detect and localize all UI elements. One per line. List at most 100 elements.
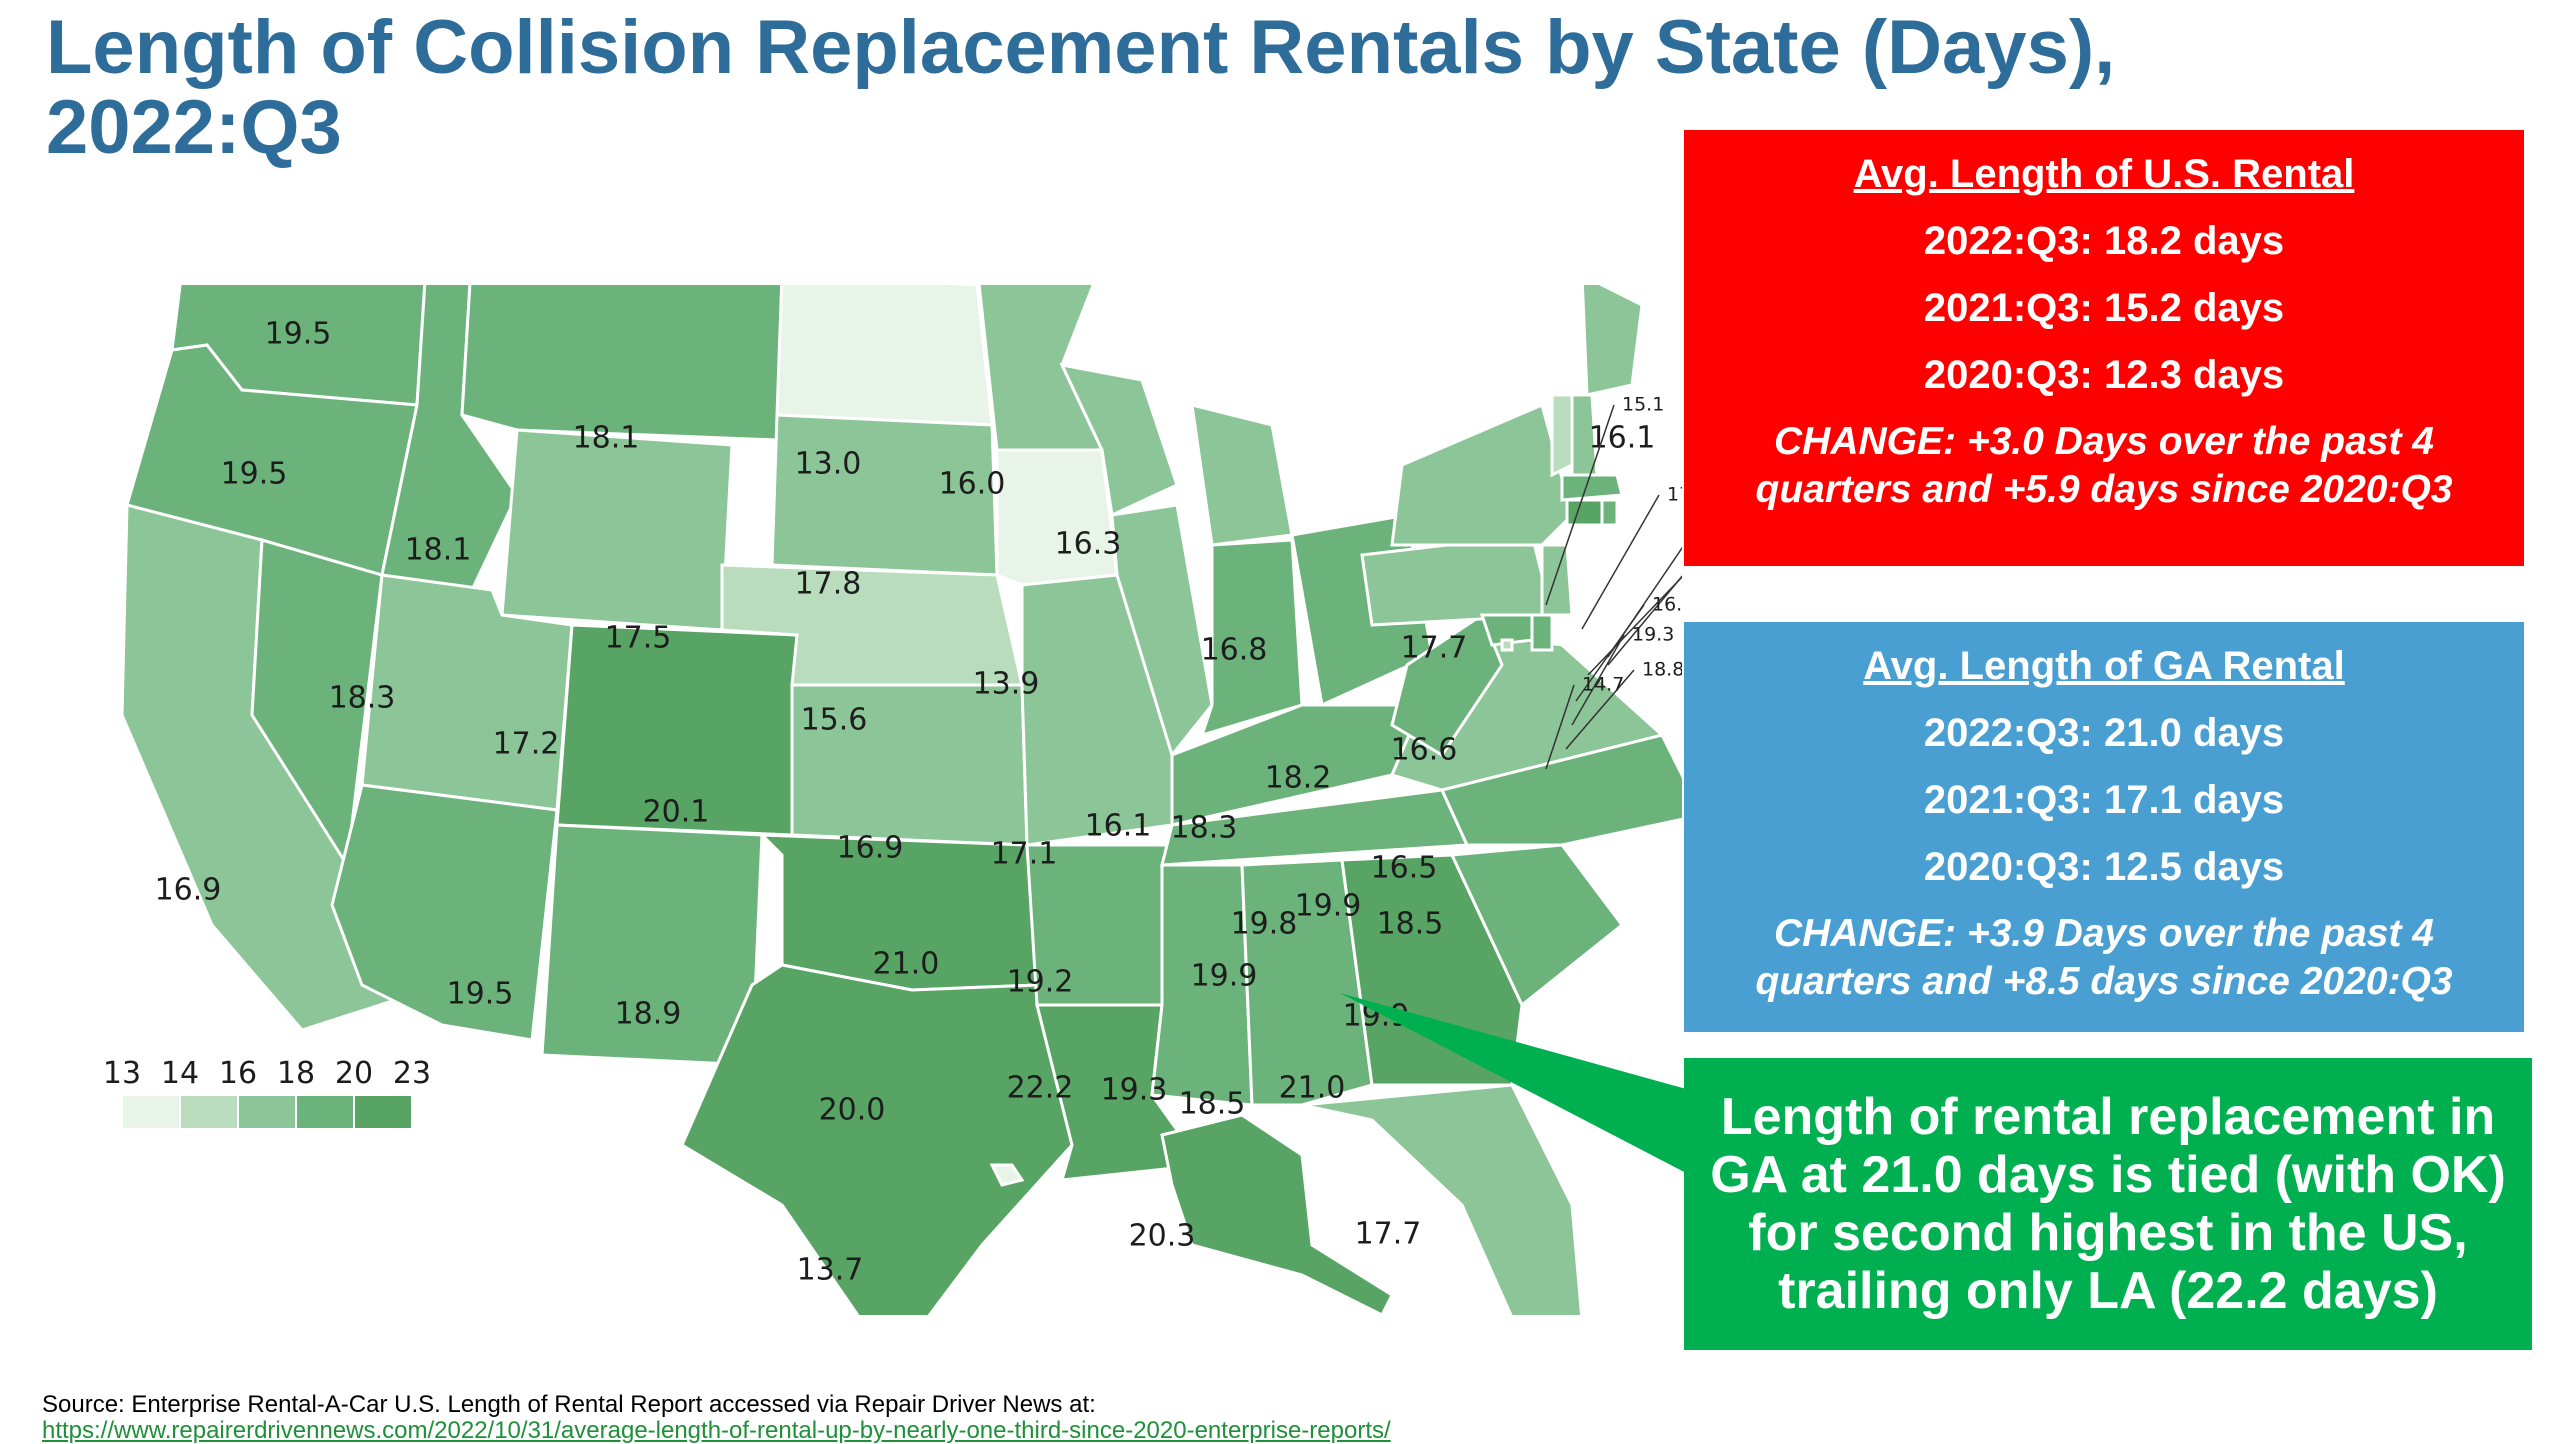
state-label-me: 16.1	[1589, 421, 1656, 456]
us-box-change-line-1: CHANGE: +3.0 Days over the past 4	[1774, 420, 2434, 463]
ga-box-change: CHANGE: +3.9 Days over the past 4 quarte…	[1684, 910, 2524, 1006]
states-layer	[120, 285, 1682, 1315]
state-label-co: 20.1	[643, 795, 710, 830]
us-rental-summary-box: Avg. Length of U.S. Rental 2022:Q3: 18.2…	[1684, 130, 2524, 566]
state-callout-line-nh	[1581, 494, 1660, 630]
state-label-de: 19.3	[1632, 624, 1674, 646]
map-legend: 13 14 16 18 20 23	[103, 1056, 431, 1130]
state-wy	[500, 428, 734, 632]
ga-box-heading: Avg. Length of GA Rental	[1863, 644, 2345, 688]
legend-swatch-1	[179, 1094, 239, 1130]
ga-callout-box: Length of rental replacement in GA at 21…	[1684, 1058, 2532, 1350]
state-label-fl: 17.7	[1355, 1217, 1422, 1252]
legend-tick-14: 14	[161, 1056, 199, 1091]
state-label-nh: 17.9	[1667, 484, 1682, 506]
source-link[interactable]: https://www.repairerdrivennews.com/2022/…	[42, 1417, 1391, 1444]
state-mt	[460, 285, 784, 442]
state-label-la: 22.2	[1007, 1071, 1074, 1106]
legend-swatch-0	[121, 1094, 181, 1130]
us-choropleth-map: 19.5 19.5 16.9 18.1 18.3 18.1 17.5 17.2 19.5 20.1…	[62, 285, 1682, 1315]
state-label-mi: 16.8	[1201, 633, 1268, 668]
state-ia	[995, 448, 1119, 587]
state-label-nj: 16.8	[1652, 594, 1682, 616]
state-callout-line-ct	[1607, 575, 1682, 666]
state-al	[1240, 858, 1374, 1107]
state-ri	[1600, 498, 1619, 527]
legend-tick-13: 13	[103, 1056, 141, 1091]
labels-layer: 19.5 19.5 16.9 18.1 18.3 18.1 17.5 17.2 19.5 20.1…	[155, 317, 1682, 1288]
state-label-ut: 17.2	[493, 727, 560, 762]
us-box-change-line-2: quarters and +5.9 days since 2020:Q3	[1755, 468, 2453, 511]
state-ms	[1150, 863, 1254, 1107]
state-callout-line-dc	[1545, 684, 1575, 770]
state-ak	[1160, 1113, 1394, 1315]
state-label-ne: 15.6	[801, 703, 868, 738]
state-label-ks: 16.9	[837, 831, 904, 866]
state-label-sd: 17.8	[795, 567, 862, 602]
state-label-md: 18.8	[1642, 659, 1682, 681]
state-label-dc: 14.7	[1582, 674, 1624, 696]
state-label-sc: 19.9	[1343, 999, 1410, 1034]
state-label-mt: 18.1	[573, 421, 640, 456]
state-callout-line-md	[1565, 669, 1635, 750]
source-text: Source: Enterprise Rental-A-Car U.S. Len…	[42, 1391, 1096, 1418]
state-nj	[1540, 543, 1574, 617]
state-label-vt: 15.1	[1622, 394, 1664, 416]
state-il	[1110, 503, 1214, 759]
state-label-mo: 17.1	[991, 837, 1058, 872]
page-title: Length of Collision Replacement Rentals …	[46, 8, 2246, 168]
state-label-pa: 16.6	[1391, 733, 1458, 768]
map-svg: 19.5 19.5 16.9 18.1 18.3 18.1 17.5 17.2 19.5 20.1…	[103, 285, 1682, 1315]
state-id	[380, 285, 519, 592]
state-wi	[1059, 362, 1179, 518]
us-box-change: CHANGE: +3.0 Days over the past 4 quarte…	[1684, 418, 2524, 514]
state-label-in: 18.3	[1171, 811, 1238, 846]
state-me	[1580, 285, 1644, 397]
ga-callout-text: Length of rental replacement in GA at 21…	[1710, 1088, 2506, 1320]
state-label-id: 18.1	[405, 533, 472, 568]
state-label-va: 16.5	[1371, 851, 1438, 886]
state-label-nc: 18.5	[1377, 907, 1444, 942]
state-label-nd: 13.0	[795, 447, 862, 482]
ga-box-line-2020: 2020:Q3: 12.5 days	[1923, 845, 2285, 889]
state-label-ar: 19.2	[1007, 965, 1074, 1000]
ga-box-change-line-1: CHANGE: +3.9 Days over the past 4	[1774, 912, 2434, 955]
state-label-ak: 20.3	[1129, 1219, 1196, 1254]
state-ma	[1560, 473, 1624, 502]
legend-tick-23: 23	[393, 1056, 431, 1091]
state-label-ny: 17.7	[1401, 631, 1468, 666]
legend-tick-20: 20	[335, 1056, 373, 1091]
legend-swatch-3	[295, 1094, 355, 1130]
state-label-az: 19.5	[447, 977, 514, 1012]
state-label-hi: 13.7	[797, 1253, 864, 1288]
state-label-ia: 13.9	[973, 667, 1040, 702]
state-callout-line-vt	[1545, 404, 1615, 606]
state-label-ga: 21.0	[1279, 1071, 1346, 1106]
state-callout-line-ri	[1587, 576, 1682, 676]
state-label-nv: 18.3	[329, 681, 396, 716]
title-line-2: 2022:Q3	[46, 85, 342, 170]
state-hi	[989, 1163, 1025, 1187]
us-box-heading: Avg. Length of U.S. Rental	[1853, 152, 2355, 196]
legend-tick-16: 16	[219, 1056, 257, 1091]
state-label-il: 16.1	[1085, 809, 1152, 844]
state-ny	[1390, 402, 1574, 547]
us-box-line-2021: 2021:Q3: 15.2 days	[1923, 286, 2285, 330]
state-label-al: 18.5	[1179, 1087, 1246, 1122]
state-label-oh: 18.2	[1265, 761, 1332, 796]
state-in	[1199, 538, 1304, 738]
state-label-wv: 19.9	[1295, 889, 1362, 924]
state-label-mn: 16.0	[939, 467, 1006, 502]
state-label-wy: 17.5	[605, 621, 672, 656]
state-label-wa: 19.5	[265, 317, 332, 352]
state-label-ms: 19.3	[1101, 1073, 1168, 1108]
state-label-tn: 19.9	[1191, 959, 1258, 994]
state-label-wi: 16.3	[1055, 527, 1122, 562]
legend-tick-18: 18	[277, 1056, 315, 1091]
ga-rental-summary-box: Avg. Length of GA Rental 2022:Q3: 21.0 d…	[1684, 622, 2524, 1032]
state-vt	[1550, 393, 1574, 478]
state-callout-line-de	[1571, 634, 1625, 726]
state-nd	[775, 285, 994, 427]
us-box-line-2020: 2020:Q3: 12.3 days	[1923, 353, 2285, 397]
state-label-nm: 18.9	[615, 997, 682, 1032]
